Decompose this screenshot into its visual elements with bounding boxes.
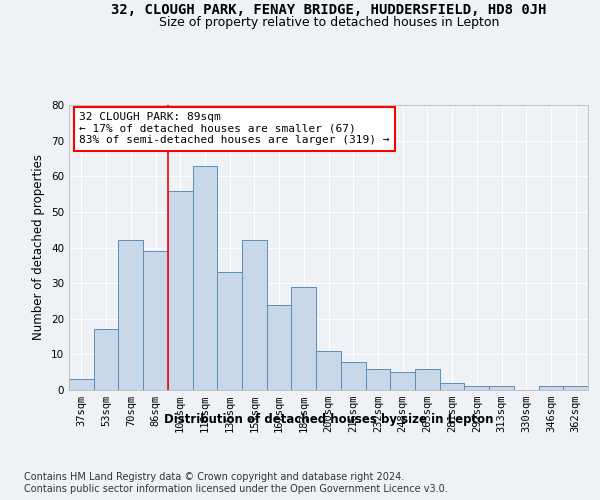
- Bar: [217, 272, 242, 390]
- Text: Contains HM Land Registry data © Crown copyright and database right 2024.: Contains HM Land Registry data © Crown c…: [24, 472, 404, 482]
- Bar: [242, 240, 267, 390]
- Bar: [341, 362, 365, 390]
- Bar: [267, 304, 292, 390]
- Bar: [440, 383, 464, 390]
- Y-axis label: Number of detached properties: Number of detached properties: [32, 154, 46, 340]
- Bar: [539, 386, 563, 390]
- Bar: [365, 368, 390, 390]
- Bar: [168, 190, 193, 390]
- Bar: [415, 368, 440, 390]
- Bar: [489, 386, 514, 390]
- Text: Contains public sector information licensed under the Open Government Licence v3: Contains public sector information licen…: [24, 484, 448, 494]
- Bar: [563, 386, 588, 390]
- Bar: [94, 330, 118, 390]
- Bar: [118, 240, 143, 390]
- Bar: [292, 286, 316, 390]
- Text: Size of property relative to detached houses in Lepton: Size of property relative to detached ho…: [158, 16, 499, 29]
- Text: 32, CLOUGH PARK, FENAY BRIDGE, HUDDERSFIELD, HD8 0JH: 32, CLOUGH PARK, FENAY BRIDGE, HUDDERSFI…: [111, 2, 547, 16]
- Bar: [193, 166, 217, 390]
- Text: Distribution of detached houses by size in Lepton: Distribution of detached houses by size …: [164, 412, 494, 426]
- Bar: [316, 351, 341, 390]
- Text: 32 CLOUGH PARK: 89sqm
← 17% of detached houses are smaller (67)
83% of semi-deta: 32 CLOUGH PARK: 89sqm ← 17% of detached …: [79, 112, 390, 146]
- Bar: [390, 372, 415, 390]
- Bar: [143, 251, 168, 390]
- Bar: [464, 386, 489, 390]
- Bar: [69, 380, 94, 390]
